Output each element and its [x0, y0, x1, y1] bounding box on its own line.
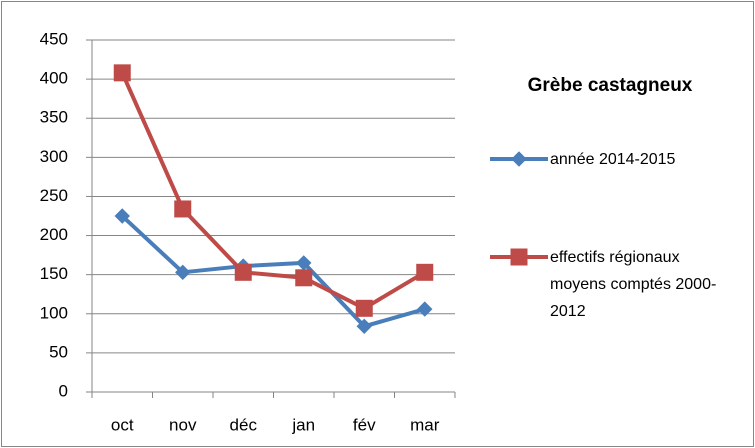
legend-label: effectifs régionaux moyens comptés 2000-…: [550, 249, 717, 320]
marker: [114, 208, 130, 224]
x-tick-label: déc: [230, 415, 258, 434]
x-tick-label: oct: [111, 415, 134, 434]
y-tick-label: 50: [49, 342, 68, 361]
x-tick-label: jan: [291, 415, 315, 434]
marker: [510, 248, 528, 266]
y-tick-label: 250: [40, 186, 68, 205]
marker: [355, 299, 373, 317]
marker: [113, 64, 131, 82]
y-tick-label: 350: [40, 108, 68, 127]
x-tick-label: mar: [410, 415, 440, 434]
y-tick-label: 100: [40, 303, 68, 322]
y-tick-label: 450: [40, 29, 68, 48]
marker: [174, 200, 192, 218]
legend-label: année 2014-2015: [550, 151, 676, 168]
y-tick-label: 150: [40, 264, 68, 283]
marker: [175, 264, 191, 281]
y-tick-label: 400: [40, 69, 68, 88]
x-tick-label: nov: [169, 415, 197, 434]
marker: [234, 263, 252, 281]
y-tick-label: 300: [40, 147, 68, 166]
marker: [511, 151, 527, 167]
y-tick-label: 200: [40, 225, 68, 244]
series-line: [120, 214, 426, 329]
marker: [416, 263, 434, 281]
y-tick-label: 0: [59, 381, 68, 400]
marker: [417, 301, 433, 317]
marker: [295, 269, 313, 287]
marker: [356, 318, 372, 335]
series-line: [120, 72, 426, 311]
x-tick-label: fév: [353, 415, 376, 434]
chart-title: Grèbe castagneux: [528, 75, 693, 96]
